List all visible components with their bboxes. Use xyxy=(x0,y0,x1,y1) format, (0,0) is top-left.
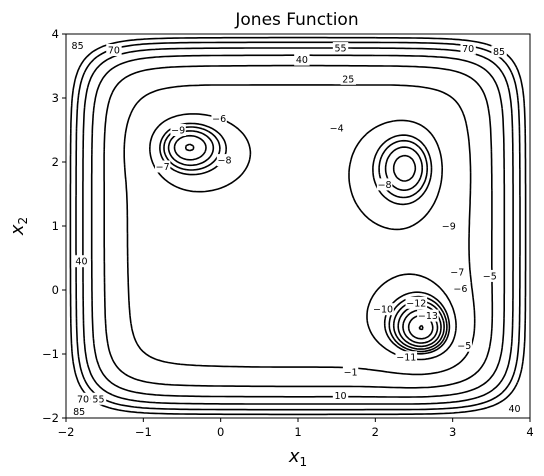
contour-lines xyxy=(69,36,527,416)
contour-label: −5 xyxy=(456,339,472,352)
contour-label: 70 xyxy=(460,42,476,55)
svg-text:85: 85 xyxy=(493,47,505,58)
contour-level-line xyxy=(173,134,442,348)
svg-text:−9: −9 xyxy=(442,222,456,233)
x-tick-label: 2 xyxy=(372,425,379,439)
contour-label: 85 xyxy=(69,39,86,52)
svg-text:55: 55 xyxy=(334,44,346,55)
contour-label: 40 xyxy=(73,255,90,268)
contour-label: 25 xyxy=(340,72,356,85)
x-tick-label: 1 xyxy=(294,425,301,439)
plot-frame xyxy=(65,33,531,419)
x-tick-label: 3 xyxy=(449,425,456,439)
x-tick-label: 0 xyxy=(217,425,224,439)
svg-text:−13: −13 xyxy=(418,311,438,322)
svg-text:40: 40 xyxy=(508,404,520,415)
svg-text:40: 40 xyxy=(296,55,308,66)
contour-label: −8 xyxy=(216,154,233,167)
y-tick-label: 1 xyxy=(52,219,59,233)
svg-text:−5: −5 xyxy=(483,271,497,282)
svg-text:70: 70 xyxy=(462,44,474,55)
contour-label: −11 xyxy=(395,351,418,364)
y-tick-label: −1 xyxy=(42,347,59,361)
svg-text:−10: −10 xyxy=(373,305,393,316)
svg-text:−7: −7 xyxy=(450,268,464,279)
svg-text:70: 70 xyxy=(77,394,89,405)
y-tick-label: 4 xyxy=(52,27,59,41)
svg-text:70: 70 xyxy=(108,46,120,57)
contour-label: −6 xyxy=(211,112,227,125)
svg-text:−9: −9 xyxy=(171,126,185,137)
contour-label: −10 xyxy=(372,303,394,316)
contour-label: −5 xyxy=(482,269,498,282)
contour-label: −4 xyxy=(328,122,345,135)
contour-level-line xyxy=(184,143,439,344)
y-tick-label: 2 xyxy=(52,155,59,169)
contour-label: 40 xyxy=(294,53,310,66)
contour-label: −7 xyxy=(154,160,171,173)
x-tick-label: −2 xyxy=(58,425,75,439)
svg-text:85: 85 xyxy=(72,41,84,52)
contour-label: −7 xyxy=(449,266,466,279)
contour-label: 85 xyxy=(491,45,507,58)
contour-level-line xyxy=(418,324,424,331)
contour-label: 40 xyxy=(506,402,523,415)
svg-text:−12: −12 xyxy=(406,298,426,309)
svg-text:−8: −8 xyxy=(378,180,392,191)
contour-label: 10 xyxy=(332,389,349,402)
contour-label: −8 xyxy=(376,178,393,191)
svg-text:−4: −4 xyxy=(330,124,344,135)
contour-label: 55 xyxy=(90,392,107,405)
svg-text:−1: −1 xyxy=(344,367,358,378)
svg-text:−7: −7 xyxy=(156,162,170,173)
y-axis-label: x2 xyxy=(7,217,30,236)
contour-label: 70 xyxy=(75,392,91,405)
y-tick-label: 3 xyxy=(52,91,59,105)
x-tick-label: −1 xyxy=(135,425,152,439)
contour-level-line xyxy=(167,130,445,350)
x-axis-ticks: −2 −1 0 1 2 3 4 xyxy=(58,418,534,439)
x-axis-label: x1 xyxy=(288,446,307,469)
contour-label: −6 xyxy=(452,282,469,295)
contour-label: −13 xyxy=(417,309,439,322)
contour-level-line xyxy=(123,84,476,376)
svg-text:−8: −8 xyxy=(218,156,232,167)
svg-text:40: 40 xyxy=(75,257,87,268)
svg-text:85: 85 xyxy=(73,407,85,418)
chart-title: Jones Function xyxy=(234,10,358,30)
y-tick-label: −2 xyxy=(42,411,59,425)
contour-label: −12 xyxy=(405,296,428,309)
svg-text:−6: −6 xyxy=(212,114,226,125)
y-axis-ticks: −2 −1 0 1 2 3 4 xyxy=(42,27,66,425)
contour-level-line xyxy=(69,36,527,416)
contour-label: 55 xyxy=(332,42,349,55)
svg-text:25: 25 xyxy=(342,74,354,85)
contour-label: −9 xyxy=(441,220,457,233)
contour-label: −9 xyxy=(170,124,186,137)
svg-text:−6: −6 xyxy=(453,284,467,295)
svg-text:−11: −11 xyxy=(396,353,416,364)
x-tick-label: 4 xyxy=(526,425,533,439)
contour-label: 85 xyxy=(71,405,87,418)
contour-level-line xyxy=(159,122,451,355)
contour-label: 70 xyxy=(106,44,122,57)
contour-label: −1 xyxy=(342,365,359,378)
svg-text:−5: −5 xyxy=(457,341,471,352)
svg-text:10: 10 xyxy=(334,391,346,402)
contour-level-line xyxy=(103,64,494,389)
y-tick-label: 0 xyxy=(52,283,59,297)
svg-text:55: 55 xyxy=(92,394,104,405)
